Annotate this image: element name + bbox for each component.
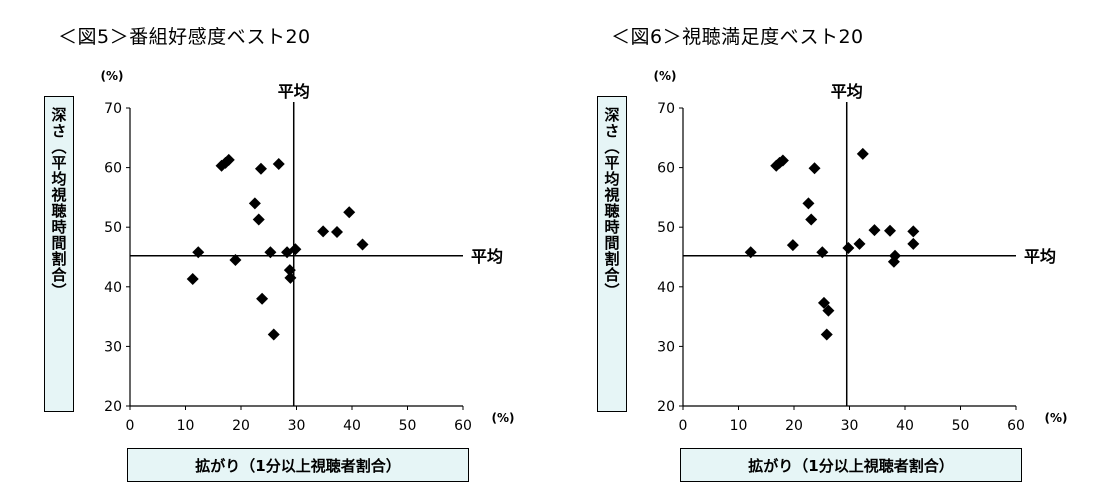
x-tick-label: 40 (343, 418, 361, 434)
x-tick-label: 20 (785, 418, 803, 434)
data-point (884, 224, 897, 237)
x-tick-label: 60 (454, 418, 472, 434)
y-tick-label: 30 (657, 339, 675, 355)
data-point (868, 224, 881, 237)
data-point (254, 162, 267, 175)
data-point (816, 246, 829, 259)
data-point (248, 197, 261, 210)
x-tick-label: 10 (177, 418, 195, 434)
x-axis-label: 拡がり（1分以上視聴者割合） (748, 456, 954, 475)
data-point (907, 225, 920, 238)
x-tick-label: 20 (232, 418, 250, 434)
y-tick-label: 20 (657, 399, 675, 415)
data-point (853, 237, 866, 250)
average-y-label: 平均 (471, 247, 503, 266)
data-point (889, 249, 902, 262)
x-unit-label: (%) (1045, 411, 1068, 425)
data-point (284, 271, 297, 284)
y-tick-label: 70 (104, 101, 122, 117)
data-point (331, 225, 344, 238)
data-point (229, 253, 242, 266)
data-point (802, 197, 815, 210)
data-point (805, 213, 818, 226)
x-tick-label: 0 (126, 418, 135, 434)
data-point (817, 296, 830, 309)
data-point (264, 246, 277, 259)
x-unit-label: (%) (492, 411, 515, 425)
chart-panel-5: ＜図5＞番組好感度ベスト20 深さ（平均視聴時間割合） 20 30 40 50 60 70… (44, 26, 515, 482)
data-point (186, 273, 199, 286)
y-tick-label: 30 (104, 339, 122, 355)
y-axis-label-box: 深さ（平均視聴時間割合） (597, 96, 627, 412)
x-tick-label: 50 (399, 418, 417, 434)
data-point (267, 328, 280, 341)
y-tick-label: 60 (104, 161, 122, 177)
x-axis-label-box: 拡がり（1分以上視聴者割合） (680, 448, 1022, 482)
data-point (887, 255, 900, 268)
data-point (842, 242, 855, 255)
y-tick-label: 40 (104, 280, 122, 296)
data-point (907, 237, 920, 250)
data-point (856, 147, 869, 160)
y-tick-label: 70 (657, 101, 675, 117)
data-point (289, 243, 302, 256)
y-tick-label: 60 (657, 161, 675, 177)
data-point (192, 246, 205, 259)
data-point (283, 264, 296, 277)
y-tick-label: 50 (104, 220, 122, 236)
data-point (808, 162, 821, 175)
chart-title: ＜図5＞番組好感度ベスト20 (58, 26, 311, 48)
x-tick-label: 30 (288, 418, 306, 434)
data-point (356, 238, 369, 251)
data-point (744, 246, 757, 259)
y-axis-label-box: 深さ（平均視聴時間割合） (44, 96, 74, 412)
x-axis-label-box: 拡がり（1分以上視聴者割合） (127, 448, 469, 482)
x-axis-label: 拡がり（1分以上視聴者割合） (195, 456, 401, 475)
average-y-label: 平均 (1024, 247, 1056, 266)
y-tick-label: 20 (104, 399, 122, 415)
y-tick-label: 40 (657, 280, 675, 296)
data-point (272, 158, 285, 171)
y-unit-label: (%) (654, 69, 677, 83)
data-point (256, 292, 269, 305)
data-point (822, 304, 835, 317)
data-point (786, 239, 799, 252)
average-x-label: 平均 (831, 82, 863, 101)
y-tick-label: 50 (657, 220, 675, 236)
chart-title: ＜図6＞視聴満足度ベスト20 (611, 26, 864, 48)
x-tick-label: 50 (952, 418, 970, 434)
x-tick-label: 60 (1007, 418, 1025, 434)
data-point (343, 206, 356, 219)
data-point (776, 154, 789, 167)
data-point (222, 153, 235, 166)
average-x-label: 平均 (278, 82, 310, 101)
x-tick-label: 30 (841, 418, 859, 434)
y-axis-label: 深さ（平均視聴時間割合） (49, 107, 68, 299)
chart-panel-6: ＜図6＞視聴満足度ベスト20 深さ（平均視聴時間割合） 20 30 40 50 60 70… (553, 0, 1106, 499)
x-tick-label: 40 (896, 418, 914, 434)
data-point (820, 328, 833, 341)
x-tick-label: 10 (730, 418, 748, 434)
y-unit-label: (%) (101, 69, 124, 83)
y-axis-label: 深さ（平均視聴時間割合） (602, 107, 621, 299)
data-point (252, 213, 265, 226)
x-tick-label: 0 (679, 418, 688, 434)
data-point (317, 225, 330, 238)
